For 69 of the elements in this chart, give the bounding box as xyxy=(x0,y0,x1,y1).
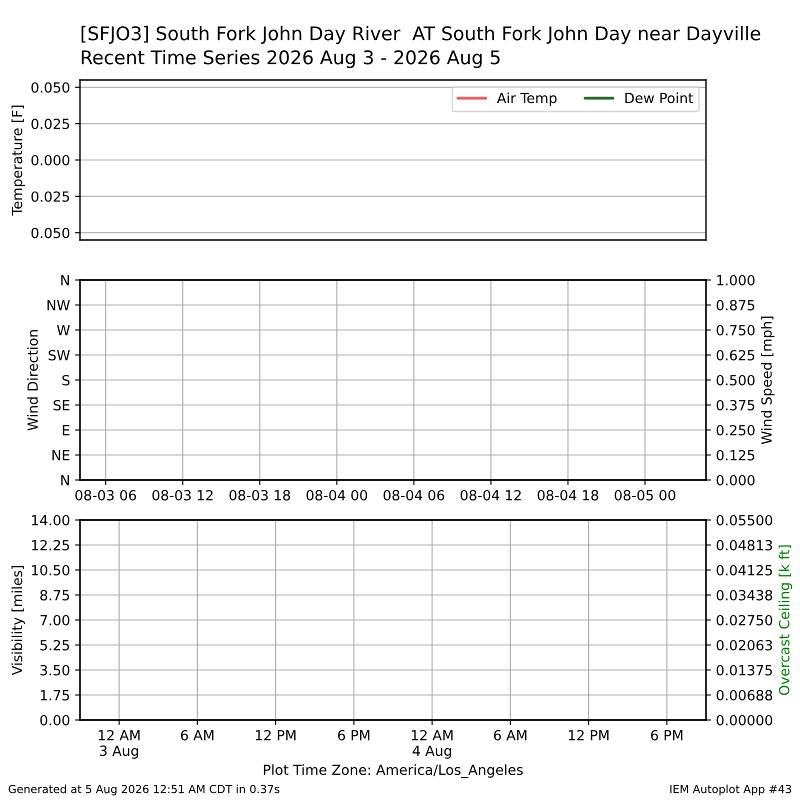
category-label: NE xyxy=(52,450,70,460)
y-axis-title: Wind Direction xyxy=(27,330,38,431)
x-tick-label: 6 AM xyxy=(180,730,214,740)
x-axis-title: Plot Time Zone: America/Los_Angeles xyxy=(264,764,523,778)
y-axis-title: Temperature [F] xyxy=(12,106,25,216)
y2-tick-label: 1.000 xyxy=(717,274,755,286)
y2-tick-label: 0.01375 xyxy=(716,664,772,676)
y2-tick-label: 0.375 xyxy=(716,400,754,410)
category-label: S xyxy=(62,374,70,386)
x-tick-label: 12 AM 4 Aug xyxy=(412,730,453,759)
y-tick-label: 14.00 xyxy=(32,514,70,526)
x-tick-label: 08-04 12 xyxy=(460,490,521,500)
y2-tick-label: 0.02063 xyxy=(716,640,772,650)
y2-tick-label: 0.04125 xyxy=(716,564,772,576)
y-tick-label: 8.75 xyxy=(40,590,70,600)
y2-tick-label: 0.00688 xyxy=(716,690,772,700)
y-tick-label: 0.050 xyxy=(31,228,70,238)
x-tick-label: 08-03 06 xyxy=(75,490,136,500)
y2-axis-title: Overcast Ceiling [k ft] xyxy=(778,545,792,696)
legend-label: Dew Point xyxy=(625,92,694,104)
y-tick-label: 0.000 xyxy=(31,154,70,166)
y2-tick-label: 0.04813 xyxy=(716,540,772,550)
x-tick-label: 08-04 18 xyxy=(538,490,598,500)
y2-tick-label: 0.875 xyxy=(716,300,754,310)
x-tick-label: 08-03 18 xyxy=(229,490,290,500)
category-label: SE xyxy=(54,400,70,410)
y-axis-title: Visibility [miles] xyxy=(12,566,25,676)
y2-tick-label: 0.750 xyxy=(716,324,755,336)
x-tick-label: 6 PM xyxy=(338,730,370,740)
category-label: NW xyxy=(48,300,70,310)
category-label: E xyxy=(62,425,70,436)
category-label: N xyxy=(61,275,69,286)
category-label: W xyxy=(57,325,70,336)
y-tick-label: 0.00 xyxy=(40,714,70,726)
y2-axis-title: Wind Speed [mph] xyxy=(761,316,774,444)
y2-tick-label: 0.625 xyxy=(716,350,754,360)
x-tick-label: 08-04 06 xyxy=(384,490,444,500)
y2-tick-label: 0.250 xyxy=(716,424,755,436)
y2-tick-label: 0.03438 xyxy=(716,590,772,600)
x-tick-label: 08-03 12 xyxy=(152,490,213,500)
text: Generated at 5 Aug 2026 12:51 AM CDT in 0.37s xyxy=(8,784,280,796)
legend-label: Air Temp xyxy=(496,92,557,106)
x-tick-label: 12 AM 3 Aug xyxy=(98,730,140,759)
chart-subtitle: Recent Time Series 2026 Aug 3 - 2026 Aug 5 xyxy=(82,50,500,68)
x-tick-label: 08-05 00 xyxy=(614,490,676,500)
x-tick-label: 6 PM xyxy=(651,730,682,740)
y-tick-label: 12.25 xyxy=(32,540,70,550)
y2-tick-label: 0.02750 xyxy=(716,614,772,626)
y2-tick-label: 0.125 xyxy=(716,450,754,460)
y2-tick-label: 0.000 xyxy=(716,474,755,486)
chart-title: [SFJO3] South Fork John Day River AT South Fork John Day near Dayville xyxy=(82,26,760,44)
category-label: SW xyxy=(48,350,70,360)
y-tick-label: 3.50 xyxy=(40,664,70,676)
x-tick-label: 12 PM xyxy=(568,730,608,740)
x-tick-label: 6 AM xyxy=(494,730,526,740)
y-tick-label: 0.025 xyxy=(31,118,70,130)
text: IEM Autoplot App #43 xyxy=(670,784,792,796)
y-tick-label: 5.25 xyxy=(40,640,70,650)
y-tick-label: 7.00 xyxy=(40,614,70,626)
x-tick-label: 12 PM xyxy=(256,730,296,740)
y-tick-label: 1.75 xyxy=(40,690,70,700)
y-tick-label: 0.050 xyxy=(31,82,70,93)
y-tick-label: 0.025 xyxy=(31,191,70,202)
x-tick-label: 08-04 00 xyxy=(306,490,368,500)
y-tick-label: 10.50 xyxy=(32,564,70,576)
category-label: N xyxy=(61,475,69,486)
y2-tick-label: 0.500 xyxy=(716,374,755,386)
y2-tick-label: 0.00000 xyxy=(716,714,772,726)
y2-tick-label: 0.05500 xyxy=(716,514,772,526)
